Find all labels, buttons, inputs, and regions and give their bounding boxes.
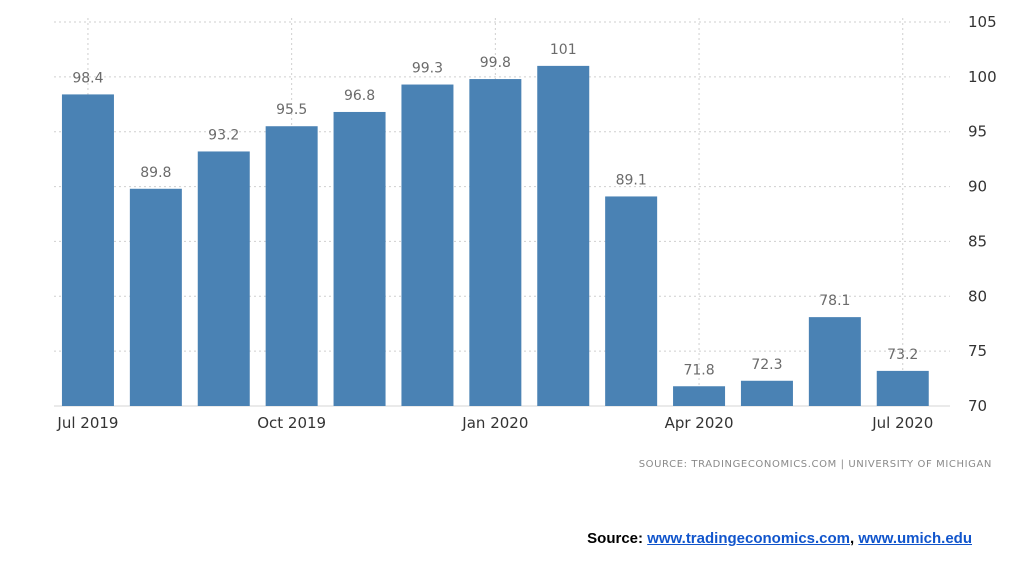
data-label: 89.8 xyxy=(140,165,171,181)
source-footer: Source: www.tradingeconomics.com, www.um… xyxy=(587,530,972,547)
data-label: 99.8 xyxy=(480,55,511,71)
data-label: 95.5 xyxy=(276,102,307,118)
y-tick-label: 85 xyxy=(968,232,987,250)
data-label: 101 xyxy=(550,42,577,58)
data-label: 96.8 xyxy=(344,88,375,104)
x-tick-label: Oct 2019 xyxy=(257,414,326,432)
data-label: 93.2 xyxy=(208,127,239,143)
umich-link[interactable]: www.umich.edu xyxy=(858,530,972,547)
y-tick-label: 90 xyxy=(968,178,987,196)
bar xyxy=(469,79,522,407)
y-tick-label: 100 xyxy=(968,68,997,86)
data-label: 89.1 xyxy=(616,172,647,188)
y-tick-label: 80 xyxy=(968,287,987,305)
bar xyxy=(605,196,658,406)
tradingeconomics-link[interactable]: www.tradingeconomics.com xyxy=(647,530,851,547)
bar xyxy=(61,94,114,406)
x-axis: Jul 2019 Oct 2019 Jan 2020 Apr 2020 Jul 2020 xyxy=(56,414,933,432)
data-label: 71.8 xyxy=(683,362,714,378)
source-separator: , xyxy=(850,530,855,547)
y-tick-label: 70 xyxy=(968,397,987,415)
x-tick-label: Jan 2020 xyxy=(461,414,528,432)
x-tick-label: Apr 2020 xyxy=(665,414,734,432)
data-label: 72.3 xyxy=(751,357,782,373)
y-tick-label: 95 xyxy=(968,123,987,141)
bar xyxy=(401,84,454,406)
data-label: 78.1 xyxy=(819,293,850,309)
source-prefix: Source: xyxy=(587,530,644,547)
bar xyxy=(808,317,861,406)
x-tick-label: Jul 2019 xyxy=(56,414,118,432)
bar xyxy=(673,386,726,406)
bar-chart: 98.4 89.8 93.2 95.5 96.8 99.3 99.8 101 89.1 71.8 7… xyxy=(54,13,997,432)
y-axis: 70 75 80 85 90 95 100 105 xyxy=(968,13,997,415)
bar xyxy=(876,370,929,406)
bar xyxy=(265,126,318,406)
bars xyxy=(61,65,929,407)
bar xyxy=(740,380,793,406)
data-label: 73.2 xyxy=(887,347,918,363)
x-tick-label: Jul 2020 xyxy=(871,414,933,432)
y-tick-label: 105 xyxy=(968,13,997,31)
data-label: 98.4 xyxy=(72,70,103,86)
bar xyxy=(333,111,386,407)
chart-source-note: SOURCE: TRADINGECONOMICS.COM | UNIVERSIT… xyxy=(638,459,992,470)
y-tick-label: 75 xyxy=(968,342,987,360)
bar xyxy=(129,188,182,406)
data-labels: 98.4 89.8 93.2 95.5 96.8 99.3 99.8 101 89.1 71.8 7… xyxy=(72,42,918,378)
bar xyxy=(537,65,590,406)
bar xyxy=(197,151,250,406)
data-label: 99.3 xyxy=(412,61,443,77)
